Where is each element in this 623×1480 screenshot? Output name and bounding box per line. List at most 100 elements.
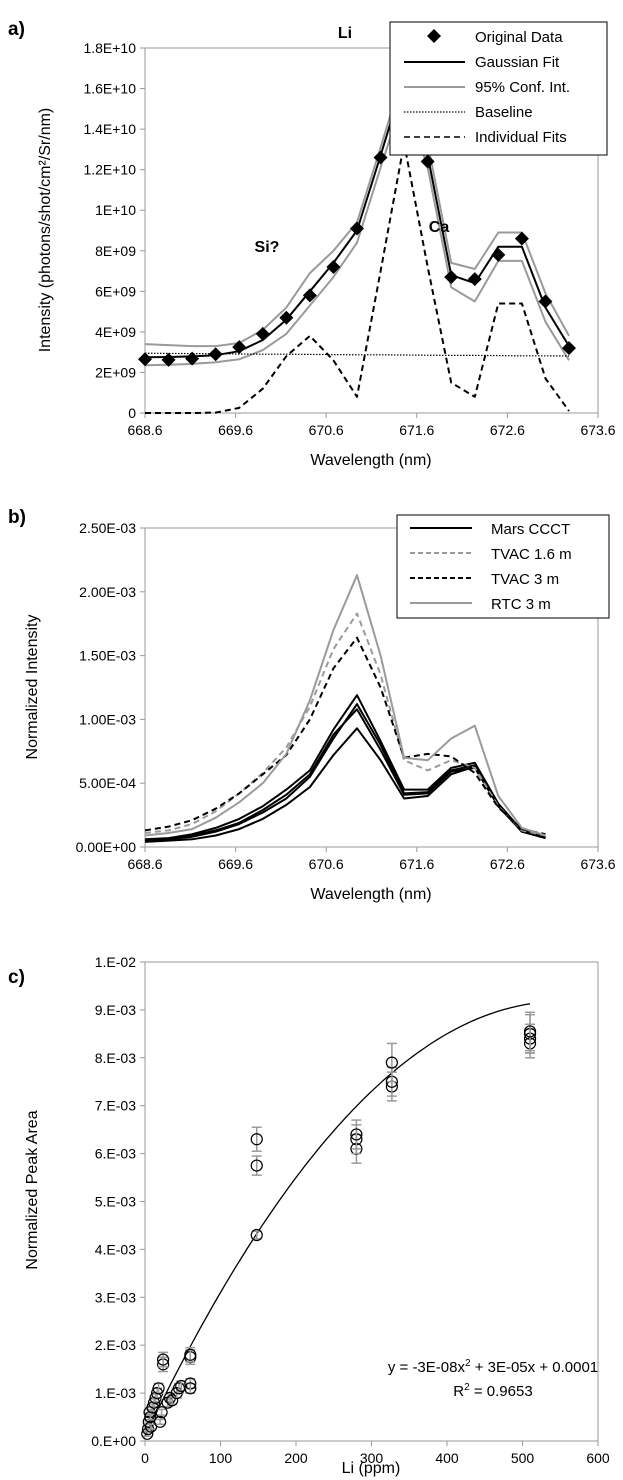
x-axis-ticks-c: 0 100 200 300 400 500 600 <box>141 1441 610 1466</box>
scatter-point <box>166 1394 179 1407</box>
data-point-marker <box>208 347 223 362</box>
x-tick-label: 668.6 <box>127 856 162 872</box>
legend-label-tvac3: TVAC 3 m <box>491 571 559 588</box>
data-point-marker <box>326 260 341 274</box>
panel-label-b: b) <box>8 507 26 528</box>
legend-marker-original <box>427 29 441 43</box>
annotation-li: Li <box>338 25 352 42</box>
y-tick-label: 6E+09 <box>95 283 136 299</box>
series-layer-a <box>138 69 577 414</box>
panel-label-c: c) <box>8 967 25 988</box>
x-tick-label: 600 <box>586 1450 610 1466</box>
trend-equation: y = -3E-08x2 + 3E-05x + 0.0001 <box>388 1358 598 1376</box>
x-axis-label-c: Li (ppm) <box>342 1460 401 1477</box>
x-axis-label-a: Wavelength (nm) <box>310 452 431 469</box>
series-layer-c <box>141 1003 537 1440</box>
x-tick-label: 670.6 <box>309 856 344 872</box>
y-axis-label-c: Normalized Peak Area <box>24 1110 41 1269</box>
y-tick-label: 0.00E+00 <box>76 839 137 855</box>
legend-label-conf: 95% Conf. Int. <box>475 79 570 96</box>
legend-label-original: Original Data <box>475 29 563 46</box>
y-tick-label: 1.6E+10 <box>83 81 136 97</box>
data-point-marker <box>514 231 529 246</box>
y-tick-label: 9.E-03 <box>95 1002 136 1018</box>
annotation-ca: Ca <box>429 219 450 236</box>
x-tick-label: 668.6 <box>127 422 162 438</box>
series-line-2 <box>144 694 546 841</box>
series-line-6 <box>144 574 546 837</box>
y-tick-label: 1E+10 <box>95 202 136 218</box>
data-point-marker <box>350 221 365 236</box>
scatter-point <box>152 1382 165 1395</box>
scatter-point <box>184 1348 197 1361</box>
x-axis-ticks-b: 668.6 669.6 670.6 671.6 672.6 673.6 <box>127 847 616 872</box>
data-point-marker <box>302 288 317 303</box>
data-point-marker <box>185 351 200 366</box>
y-tick-label: 1.E-02 <box>95 954 136 970</box>
y-tick-label: 0.E+00 <box>91 1433 136 1449</box>
y-axis-ticks-b: 0.00E+00 5.00E-04 1.00E-03 1.50E-03 2.00E-03… <box>76 520 145 855</box>
y-tick-label: 4.E-03 <box>95 1241 136 1257</box>
x-tick-label: 300 <box>360 1450 384 1466</box>
y-tick-label: 2E+09 <box>95 364 136 380</box>
y-tick-label: 5.E-03 <box>95 1194 136 1210</box>
data-point-marker <box>232 340 247 355</box>
panel-label-a: a) <box>8 19 25 40</box>
y-tick-label: 4E+09 <box>95 324 136 340</box>
y-tick-label: 8E+09 <box>95 243 136 259</box>
y-axis-ticks-c: 0.E+00 1.E-03 2.E-03 3.E-03 4.E-03 5.E-03 6.E-… <box>91 954 145 1449</box>
y-tick-label: 7.E-03 <box>95 1098 136 1114</box>
y-axis-ticks-a: 0 2E+09 4E+09 6E+09 8E+09 1E+10 1.2E+10 1.4E+10… <box>83 40 145 421</box>
x-tick-label: 200 <box>284 1450 308 1466</box>
data-point-marker <box>161 352 176 367</box>
y-tick-label: 2.E-03 <box>95 1337 136 1353</box>
plot-area-b <box>144 527 599 848</box>
data-point-marker <box>138 352 152 367</box>
data-point-marker <box>373 150 388 165</box>
y-tick-label: 1.E-03 <box>95 1385 136 1401</box>
data-point-marker <box>444 270 459 285</box>
scatter-point <box>250 1133 263 1146</box>
panel-b: b) 0.00E+00 5.00E-04 1.00E-03 1.50E-03 2.00E… <box>8 507 616 903</box>
legend-b: Mars CCCT TVAC 1.6 m TVAC 3 m RTC 3 m <box>396 514 610 619</box>
data-point-marker <box>538 294 553 309</box>
legend-label-mars: Mars CCCT <box>491 521 570 538</box>
y-tick-label: 2.50E-03 <box>79 520 136 536</box>
x-tick-label: 672.6 <box>490 856 525 872</box>
data-point-marker <box>420 154 435 169</box>
y-tick-label: 5.00E-04 <box>79 775 136 791</box>
scatter-point <box>250 1159 263 1172</box>
panel-a: a) 0 2E+09 4E+09 6E+09 8E+09 1E+10 1.2E+10 1.4E… <box>8 19 616 469</box>
scatter-point <box>157 1353 170 1366</box>
y-tick-label: 3.E-03 <box>95 1289 136 1305</box>
x-tick-label: 671.6 <box>399 856 434 872</box>
data-point-marker <box>255 326 270 341</box>
series-line-4 <box>144 612 546 837</box>
x-tick-label: 672.6 <box>490 422 525 438</box>
y-tick-label: 1.00E-03 <box>79 711 136 727</box>
x-tick-label: 669.6 <box>218 422 253 438</box>
data-point-marker <box>491 247 506 262</box>
y-tick-label: 8.E-03 <box>95 1050 136 1066</box>
trend-curve <box>144 1003 531 1437</box>
x-tick-label: 500 <box>511 1450 535 1466</box>
data-point-marker <box>279 310 294 325</box>
x-tick-label: 669.6 <box>218 856 253 872</box>
scatter-point <box>385 1056 398 1069</box>
series-layer-b <box>144 574 546 843</box>
x-axis-ticks-a: 668.6 669.6 670.6 671.6 672.6 673.6 <box>127 413 616 438</box>
series-line-3 <box>144 708 546 842</box>
y-tick-label: 2.00E-03 <box>79 584 136 600</box>
scatter-point <box>175 1379 188 1393</box>
annotation-si: Si? <box>255 239 280 256</box>
series-line-5 <box>144 636 546 836</box>
scatter-point <box>184 1382 197 1395</box>
legend-label-individual: Individual Fits <box>475 129 567 146</box>
x-tick-label: 400 <box>435 1450 459 1466</box>
y-tick-label: 6.E-03 <box>95 1146 136 1162</box>
y-tick-label: 1.2E+10 <box>83 162 136 178</box>
scatter-point <box>523 1025 537 1038</box>
legend-label-rtc: RTC 3 m <box>491 596 551 613</box>
panel-c: c) 0.E+00 1.E-03 2.E-03 3.E-03 4.E-03 5.E-03 6… <box>8 954 610 1477</box>
